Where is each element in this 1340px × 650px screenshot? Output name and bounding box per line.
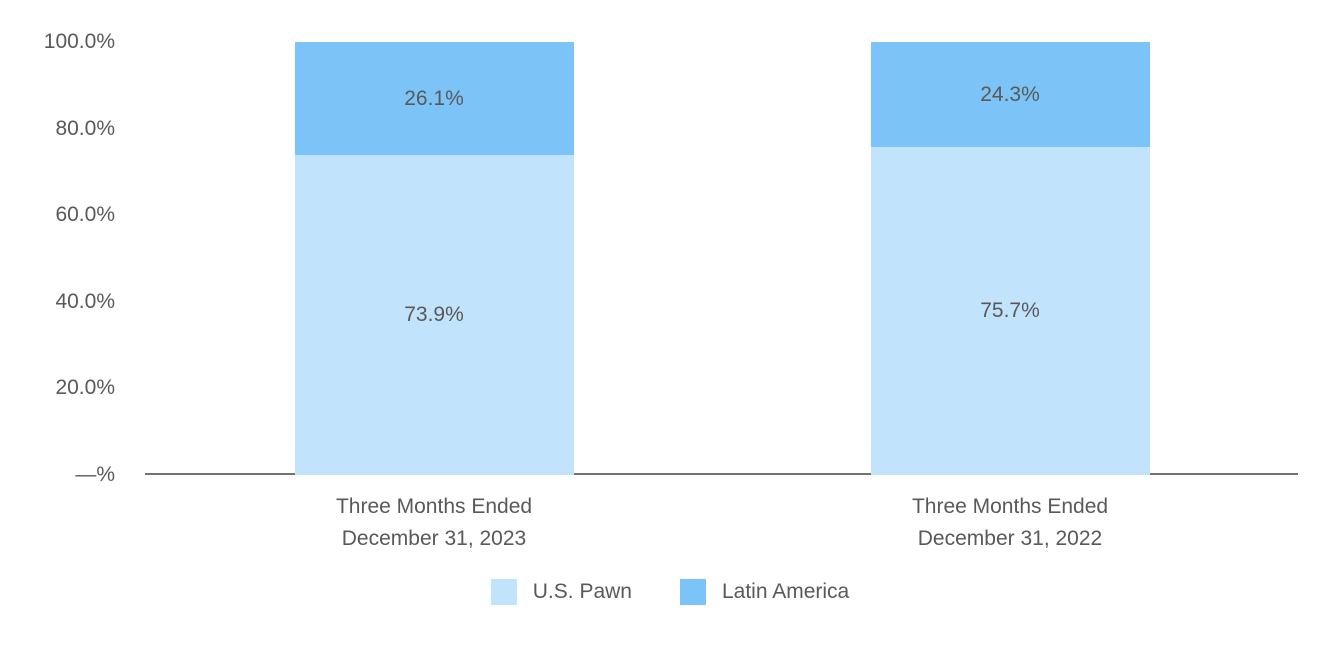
bar-segment-latin-america: 24.3% bbox=[870, 42, 1150, 148]
legend-item-latin-america: Latin America bbox=[679, 579, 850, 605]
bar-segment-label: 73.9% bbox=[404, 302, 464, 326]
y-tick-label: 80.0% bbox=[55, 116, 115, 140]
legend-swatch bbox=[679, 579, 706, 605]
x-axis-line bbox=[145, 473, 1298, 475]
legend: U.S. Pawn Latin America bbox=[0, 578, 1340, 606]
legend-item-u-s-pawn: U.S. Pawn bbox=[490, 579, 632, 605]
x-category-line: December 31, 2022 bbox=[917, 527, 1103, 550]
legend-label: Latin America bbox=[721, 580, 850, 603]
x-category-label: Three Months Ended December 31, 2023 bbox=[234, 491, 634, 555]
legend-label: U.S. Pawn bbox=[532, 580, 632, 603]
bar-segment-u-s-pawn: 73.9% bbox=[294, 155, 574, 475]
y-tick-label: —% bbox=[75, 463, 115, 486]
bar-segment-u-s-pawn: 75.7% bbox=[870, 147, 1150, 475]
x-category-line: December 31, 2023 bbox=[341, 527, 527, 550]
y-tick-label: 100.0% bbox=[43, 30, 115, 53]
bar-segment-label: 24.3% bbox=[980, 82, 1040, 106]
x-category-label: Three Months Ended December 31, 2022 bbox=[810, 491, 1210, 555]
bar-segment-label: 75.7% bbox=[980, 299, 1040, 323]
x-category-line: Three Months Ended bbox=[335, 495, 533, 518]
x-category-line: Three Months Ended bbox=[911, 495, 1109, 518]
y-tick-label: 40.0% bbox=[55, 289, 115, 313]
bar-segment-label: 26.1% bbox=[404, 86, 464, 110]
y-tick-label: 60.0% bbox=[55, 203, 115, 227]
bar-segment-latin-america: 26.1% bbox=[294, 42, 574, 155]
y-tick-label: 20.0% bbox=[55, 376, 115, 400]
legend-swatch bbox=[490, 579, 517, 605]
